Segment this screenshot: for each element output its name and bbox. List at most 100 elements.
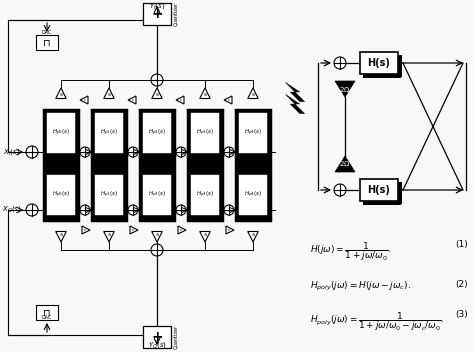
Bar bbox=[95, 175, 123, 215]
Text: ⊓: ⊓ bbox=[43, 38, 51, 48]
Text: a: a bbox=[60, 233, 63, 238]
Text: $H_{p4}(s)$: $H_{p4}(s)$ bbox=[244, 190, 262, 200]
Polygon shape bbox=[335, 156, 355, 172]
Text: $Y_Q(s)$: $Y_Q(s)$ bbox=[147, 341, 166, 351]
Bar bbox=[95, 113, 123, 153]
Text: a: a bbox=[60, 93, 63, 98]
Text: (2): (2) bbox=[456, 280, 468, 289]
Bar bbox=[140, 110, 174, 220]
Text: $2\Omega$: $2\Omega$ bbox=[339, 158, 351, 168]
Text: a: a bbox=[203, 93, 207, 98]
Circle shape bbox=[176, 205, 186, 215]
Polygon shape bbox=[104, 88, 114, 99]
Bar bbox=[360, 179, 398, 201]
Text: c: c bbox=[228, 228, 230, 232]
Polygon shape bbox=[56, 88, 66, 99]
Polygon shape bbox=[82, 226, 90, 234]
Text: H(s): H(s) bbox=[367, 58, 391, 68]
Circle shape bbox=[334, 57, 346, 69]
Bar bbox=[47, 175, 75, 215]
Bar bbox=[239, 175, 267, 215]
Polygon shape bbox=[248, 232, 258, 242]
Bar bbox=[191, 113, 219, 153]
Text: $H_{p0}(s)$: $H_{p0}(s)$ bbox=[52, 128, 70, 138]
Circle shape bbox=[151, 74, 163, 86]
Text: c: c bbox=[132, 98, 134, 102]
Polygon shape bbox=[200, 88, 210, 99]
Text: c: c bbox=[228, 98, 230, 102]
Polygon shape bbox=[130, 226, 138, 234]
Bar bbox=[363, 201, 401, 205]
Circle shape bbox=[80, 147, 90, 157]
Text: Quantizer: Quantizer bbox=[173, 325, 178, 349]
Polygon shape bbox=[248, 88, 258, 99]
Text: Quantizer: Quantizer bbox=[173, 2, 178, 26]
Polygon shape bbox=[56, 232, 66, 242]
Circle shape bbox=[128, 147, 138, 157]
Bar bbox=[398, 55, 402, 77]
Bar bbox=[239, 113, 267, 153]
Text: a: a bbox=[108, 93, 110, 98]
Bar bbox=[398, 182, 402, 204]
Polygon shape bbox=[226, 226, 234, 234]
Text: +: + bbox=[151, 7, 163, 21]
Text: a: a bbox=[155, 233, 158, 238]
Text: ⊓: ⊓ bbox=[43, 308, 51, 318]
Polygon shape bbox=[152, 232, 162, 242]
Polygon shape bbox=[285, 82, 305, 102]
Polygon shape bbox=[152, 88, 162, 99]
Bar bbox=[47, 113, 75, 153]
Bar bbox=[44, 110, 78, 220]
Text: $H_{p1}(s)$: $H_{p1}(s)$ bbox=[100, 190, 118, 200]
Text: $H_{p4}(s)$: $H_{p4}(s)$ bbox=[244, 128, 262, 138]
Text: $H_{p3}(s)$: $H_{p3}(s)$ bbox=[196, 128, 214, 138]
Polygon shape bbox=[335, 81, 355, 97]
Text: (3): (3) bbox=[455, 310, 468, 319]
Text: c: c bbox=[180, 228, 182, 232]
Text: c: c bbox=[180, 98, 182, 102]
Text: $H_{poly}(j\omega) = H(j\omega - j\omega_c).$: $H_{poly}(j\omega) = H(j\omega - j\omega… bbox=[310, 280, 411, 293]
Text: $X_Q(s)$: $X_Q(s)$ bbox=[2, 205, 22, 215]
Bar bbox=[36, 35, 58, 50]
Bar bbox=[36, 305, 58, 320]
Text: $H_{p0}(s)$: $H_{p0}(s)$ bbox=[52, 190, 70, 200]
Polygon shape bbox=[128, 96, 136, 104]
Polygon shape bbox=[178, 226, 186, 234]
Circle shape bbox=[176, 147, 186, 157]
Bar bbox=[363, 74, 401, 78]
Text: $H_{p1}(s)$: $H_{p1}(s)$ bbox=[100, 128, 118, 138]
Bar bbox=[92, 110, 126, 220]
Text: a: a bbox=[203, 233, 207, 238]
Text: (1): (1) bbox=[455, 240, 468, 249]
Text: $X_I(s)$: $X_I(s)$ bbox=[3, 147, 21, 157]
Polygon shape bbox=[285, 94, 305, 114]
Text: $H_{p2}(s)$: $H_{p2}(s)$ bbox=[148, 128, 166, 138]
Text: $H_{p3}(s)$: $H_{p3}(s)$ bbox=[196, 190, 214, 200]
Circle shape bbox=[80, 205, 90, 215]
Polygon shape bbox=[176, 96, 184, 104]
Circle shape bbox=[151, 244, 163, 256]
Bar bbox=[143, 3, 171, 25]
Circle shape bbox=[128, 205, 138, 215]
Text: a: a bbox=[108, 233, 110, 238]
Text: $H_{p2}(s)$: $H_{p2}(s)$ bbox=[148, 190, 166, 200]
Bar bbox=[143, 175, 171, 215]
Bar bbox=[360, 52, 398, 74]
Text: a: a bbox=[252, 233, 255, 238]
Circle shape bbox=[224, 205, 234, 215]
Circle shape bbox=[26, 146, 38, 158]
Text: a: a bbox=[252, 93, 255, 98]
Polygon shape bbox=[224, 96, 232, 104]
Text: DAC: DAC bbox=[42, 315, 52, 320]
Text: c: c bbox=[84, 98, 86, 102]
Polygon shape bbox=[200, 232, 210, 242]
Text: +: + bbox=[151, 330, 163, 344]
Text: a: a bbox=[155, 93, 158, 98]
Bar bbox=[191, 175, 219, 215]
Bar bbox=[236, 110, 270, 220]
Text: $H(j\omega) = \dfrac{1}{1 + j\omega/\omega_0}.$: $H(j\omega) = \dfrac{1}{1 + j\omega/\ome… bbox=[310, 240, 392, 263]
Circle shape bbox=[224, 147, 234, 157]
Text: $H_{poly}(j\omega) = \dfrac{1}{1 + j\omega/\omega_0 - j\omega_c/\omega_0}.$: $H_{poly}(j\omega) = \dfrac{1}{1 + j\ome… bbox=[310, 310, 445, 333]
Circle shape bbox=[334, 184, 346, 196]
Bar bbox=[188, 110, 222, 220]
